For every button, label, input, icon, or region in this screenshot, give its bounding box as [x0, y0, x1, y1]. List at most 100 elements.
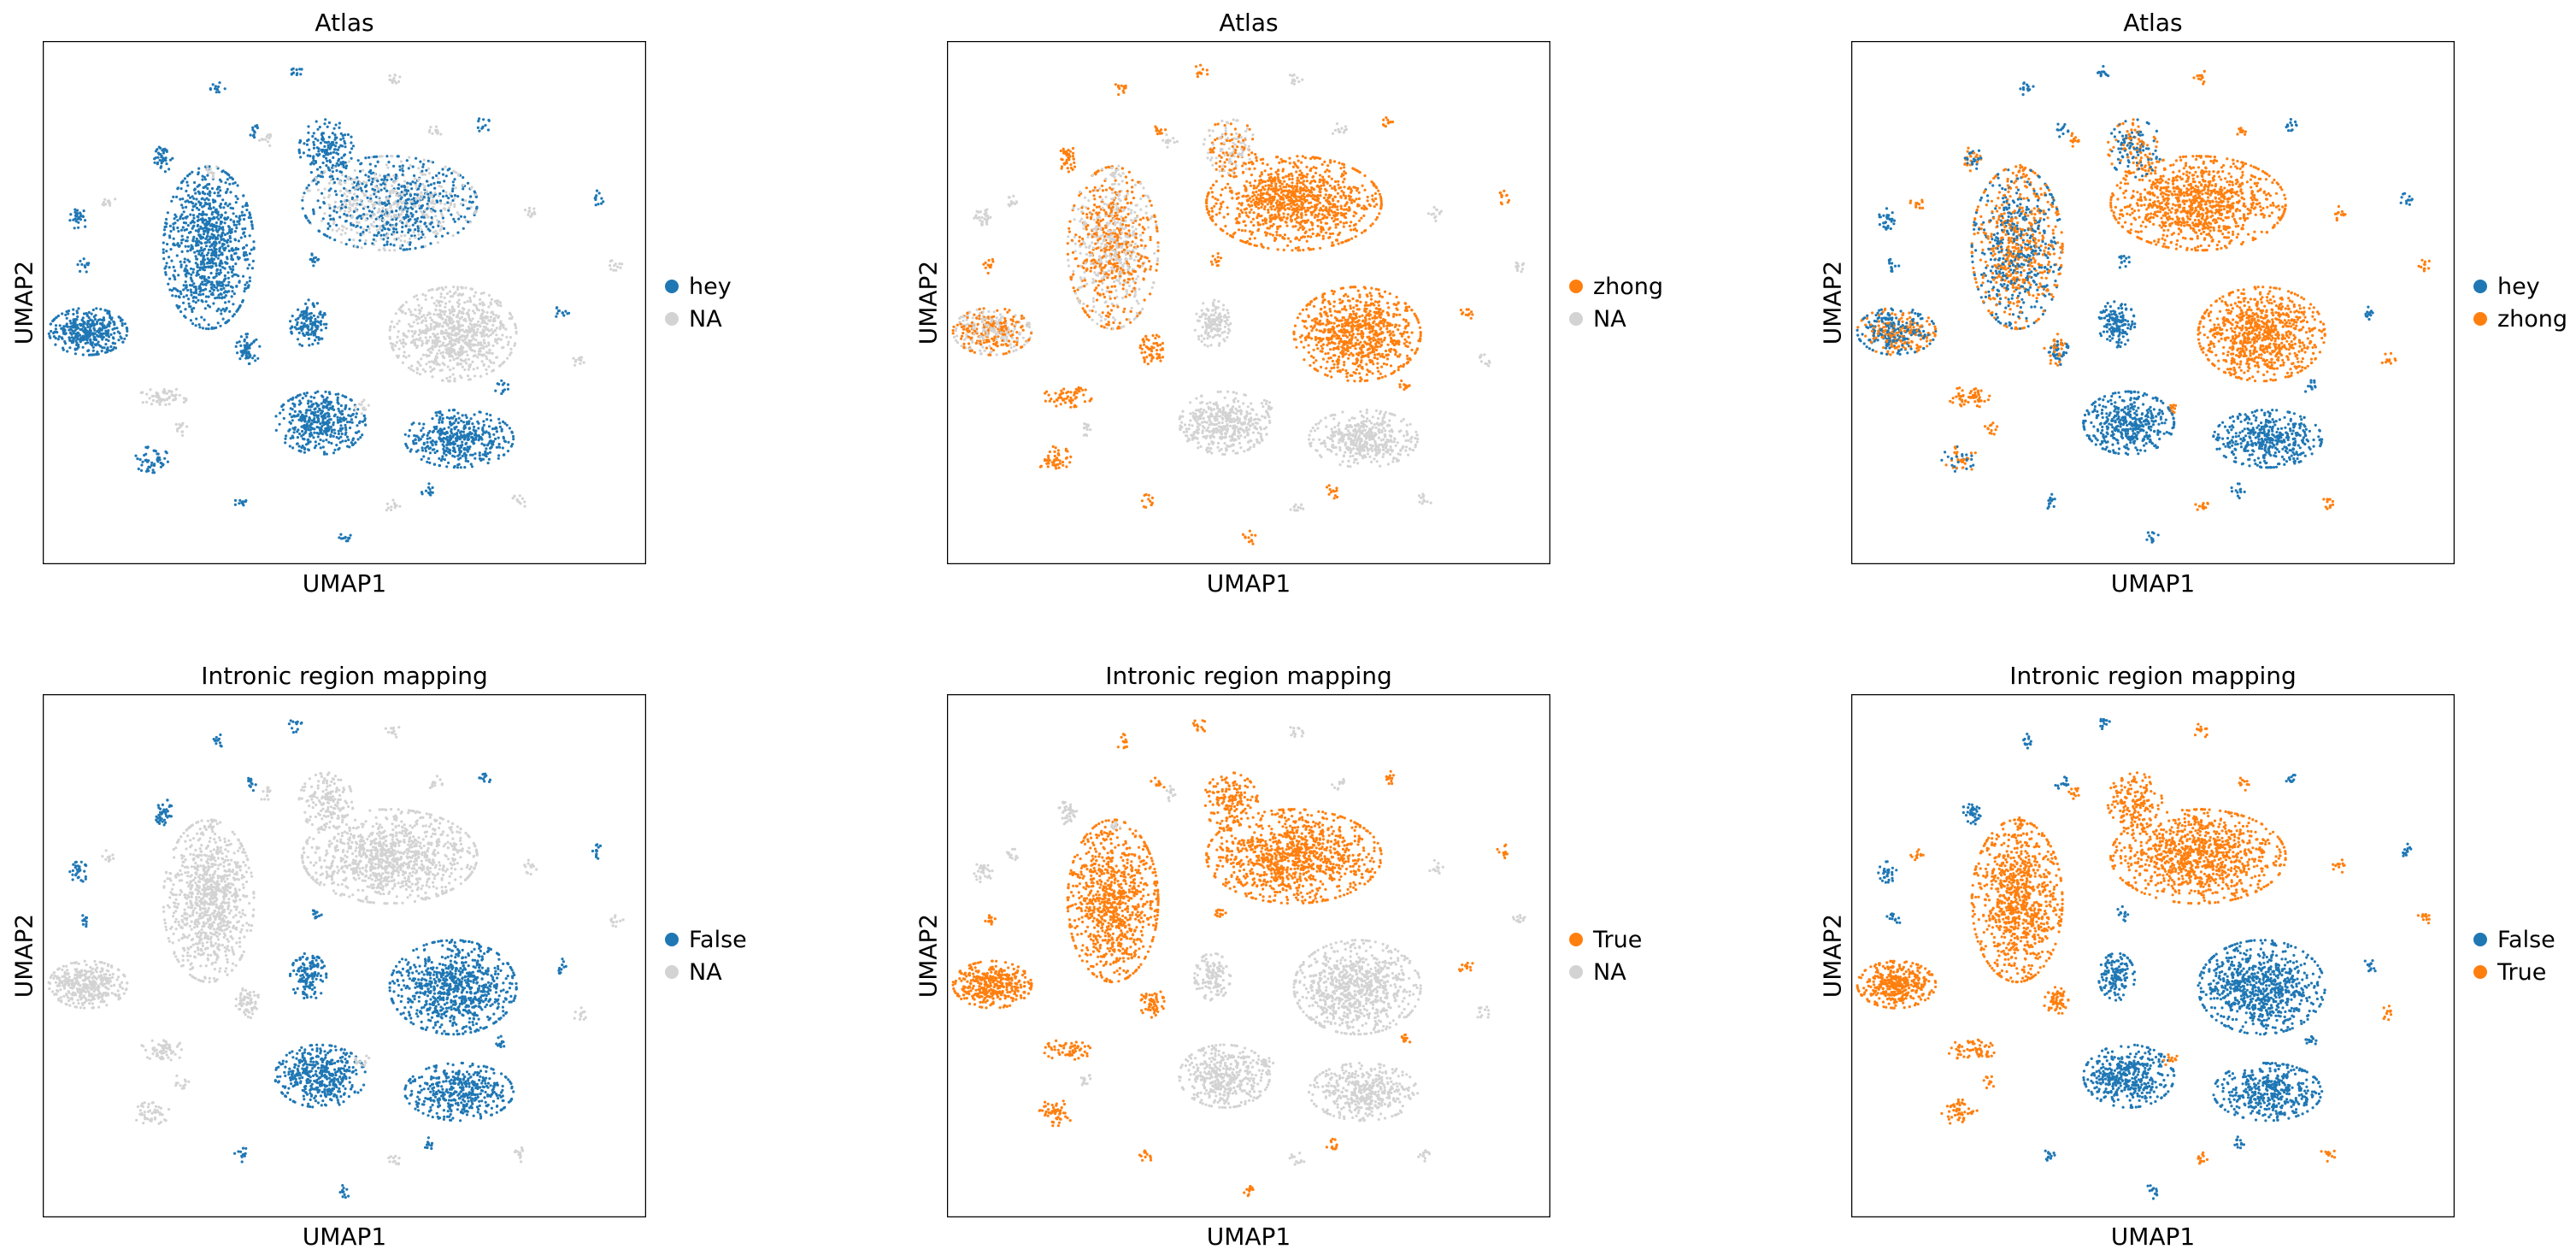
data-point: [179, 215, 182, 218]
data-point: [309, 423, 312, 427]
data-point: [402, 338, 405, 341]
data-point: [372, 238, 375, 241]
data-point: [468, 309, 471, 312]
data-point: [330, 430, 333, 433]
data-point: [495, 356, 498, 359]
data-point: [421, 292, 425, 296]
data-point: [354, 245, 357, 248]
data-point: [349, 150, 352, 154]
data-point: [253, 131, 256, 134]
data-point: [436, 352, 439, 356]
data-point: [170, 259, 173, 262]
data-point: [317, 442, 321, 445]
data-point: [363, 417, 367, 421]
data-point: [478, 454, 481, 457]
data-point: [336, 401, 339, 404]
data-point: [315, 146, 319, 150]
data-point: [395, 209, 398, 213]
data-point: [498, 425, 503, 428]
data-point: [293, 326, 297, 329]
data-point: [472, 337, 475, 340]
data-point: [470, 439, 473, 443]
data-point: [307, 298, 310, 302]
data-point: [315, 302, 319, 305]
data-point: [323, 430, 326, 433]
data-point: [333, 133, 337, 137]
data-point: [198, 268, 202, 272]
data-point: [218, 296, 221, 299]
data-point: [431, 161, 435, 164]
data-point: [322, 154, 326, 158]
data-point: [317, 426, 321, 429]
data-point: [353, 192, 356, 196]
data-point: [176, 186, 179, 190]
data-point: [618, 262, 621, 266]
data-point: [1109, 309, 1114, 312]
data-point: [432, 231, 435, 234]
data-point: [109, 349, 113, 352]
data-point: [211, 237, 215, 240]
data-point: [334, 392, 338, 396]
data-point: [1083, 196, 1087, 199]
data-point: [350, 178, 354, 181]
data-point: [597, 191, 601, 195]
data-point: [464, 459, 468, 463]
data-point: [441, 173, 445, 176]
data-point: [510, 443, 515, 446]
data-point: [87, 349, 91, 352]
data-point: [325, 452, 328, 456]
data-point: [342, 225, 345, 229]
data-point: [434, 229, 438, 233]
data-point: [165, 222, 168, 226]
data-point: [249, 216, 252, 220]
data-point: [386, 199, 390, 203]
data-point: [477, 352, 480, 356]
data-point: [210, 233, 214, 236]
data-point: [447, 209, 450, 212]
data-point: [406, 241, 410, 245]
data-point: [191, 227, 194, 230]
data-point: [285, 434, 288, 438]
data-point: [344, 167, 348, 170]
data-point: [205, 213, 209, 216]
data-point: [433, 463, 437, 466]
data-point: [238, 256, 241, 260]
data-point: [207, 251, 210, 255]
data-point: [466, 353, 469, 356]
data-point: [76, 338, 80, 341]
data-point: [347, 537, 350, 540]
data-point: [79, 259, 82, 262]
data-point: [439, 133, 443, 136]
data-point: [329, 400, 333, 404]
data-point: [302, 415, 305, 418]
data-point: [204, 295, 208, 298]
data-point: [425, 362, 428, 366]
data-point: [402, 354, 405, 358]
data-point: [497, 436, 500, 439]
data-point: [446, 168, 450, 172]
data-point: [360, 189, 363, 192]
data-point: [414, 438, 417, 441]
data-point: [399, 309, 403, 312]
data-point: [141, 401, 144, 404]
data-point: [284, 437, 287, 440]
data-point: [352, 443, 356, 446]
data-point: [421, 353, 425, 356]
data-point: [433, 191, 437, 194]
data-point: [421, 344, 424, 347]
data-point: [430, 296, 434, 299]
data-point: [429, 369, 432, 374]
data-point: [72, 308, 75, 311]
data-point: [190, 200, 193, 203]
data-point: [438, 437, 441, 440]
data-point: [426, 329, 429, 333]
data-point: [280, 404, 284, 409]
data-point: [298, 68, 302, 71]
data-point: [344, 535, 347, 539]
data-point: [156, 457, 159, 461]
data-point: [162, 151, 165, 155]
data-point: [420, 357, 423, 361]
data-point: [65, 322, 68, 326]
data-point: [238, 340, 241, 344]
data-point: [462, 334, 465, 338]
